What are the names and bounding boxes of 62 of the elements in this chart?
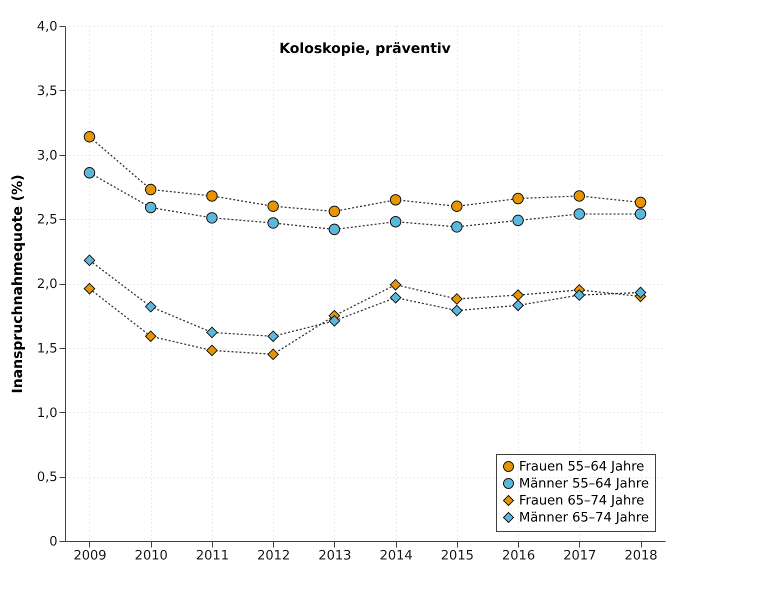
x-tick-label: 2015 bbox=[440, 548, 474, 564]
point bbox=[206, 326, 218, 338]
y-tick-label: 1,5 bbox=[36, 341, 58, 356]
point bbox=[390, 216, 402, 228]
x-tick-label: 2011 bbox=[196, 548, 229, 564]
y-tick-label: 4,0 bbox=[36, 20, 58, 34]
point bbox=[512, 214, 524, 226]
point bbox=[206, 190, 218, 202]
point bbox=[390, 279, 402, 291]
legend-label: Frauen 55–64 Jahre bbox=[519, 460, 644, 474]
point bbox=[328, 224, 340, 236]
point bbox=[84, 254, 96, 266]
y-tick-label: 3,0 bbox=[36, 148, 58, 164]
x-tick-label: 2013 bbox=[318, 548, 352, 564]
x-tick-label: 2018 bbox=[624, 548, 658, 564]
x-tick-label: 2017 bbox=[563, 548, 596, 564]
y-tick-label: 0,5 bbox=[36, 470, 58, 486]
legend-label: Männer 65–74 Jahre bbox=[519, 510, 649, 526]
point bbox=[634, 286, 646, 298]
y-tick-label: 2,5 bbox=[36, 212, 58, 228]
x-tick-label: 2010 bbox=[134, 548, 168, 564]
point bbox=[574, 289, 586, 301]
point bbox=[512, 289, 524, 301]
point bbox=[144, 184, 156, 196]
text: Koloskopie, präventiv bbox=[279, 41, 451, 57]
point bbox=[144, 300, 156, 312]
legend-label: Frauen 65–74 Jahre bbox=[519, 494, 644, 508]
y-tick-label: 1,0 bbox=[36, 406, 58, 421]
point bbox=[267, 200, 279, 212]
x-tick-label: 2012 bbox=[257, 548, 290, 564]
point bbox=[574, 208, 586, 220]
point bbox=[84, 282, 96, 294]
point bbox=[267, 217, 279, 229]
point bbox=[84, 167, 96, 179]
y-tick-label: 0 bbox=[49, 534, 58, 550]
point bbox=[84, 130, 96, 142]
point bbox=[144, 202, 156, 214]
y-tick-label: 2,0 bbox=[36, 277, 58, 292]
point bbox=[144, 330, 156, 342]
point bbox=[267, 348, 279, 360]
point bbox=[451, 221, 463, 233]
point bbox=[390, 194, 402, 206]
point bbox=[267, 330, 279, 342]
point bbox=[574, 190, 586, 202]
point bbox=[512, 300, 524, 312]
point bbox=[328, 206, 340, 218]
point bbox=[634, 196, 646, 208]
x-tick-label: 2016 bbox=[502, 548, 536, 564]
x-tick-label: 2014 bbox=[380, 548, 413, 564]
y-tick-label: 3,5 bbox=[36, 84, 58, 99]
point bbox=[328, 315, 340, 327]
point bbox=[390, 292, 402, 304]
point bbox=[512, 192, 524, 204]
point bbox=[206, 212, 218, 224]
legend-label: Männer 55–64 Jahre bbox=[519, 476, 649, 492]
x-tick-label: 2009 bbox=[73, 548, 107, 564]
point bbox=[451, 293, 463, 305]
y-axis-title: Inanspruchnahmequote (%) bbox=[10, 174, 26, 394]
point bbox=[451, 200, 463, 212]
point bbox=[206, 344, 218, 356]
point bbox=[451, 304, 463, 316]
point bbox=[634, 208, 646, 220]
